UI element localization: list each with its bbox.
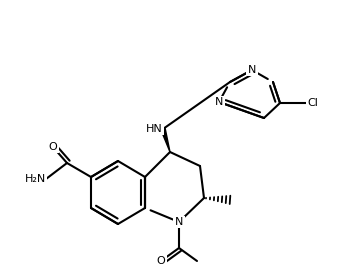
Text: HN: HN bbox=[146, 124, 163, 134]
Text: N: N bbox=[215, 97, 223, 107]
Text: N: N bbox=[175, 217, 183, 227]
Text: H₂N: H₂N bbox=[25, 174, 46, 184]
Text: N: N bbox=[248, 65, 256, 75]
Text: Cl: Cl bbox=[307, 98, 318, 108]
Polygon shape bbox=[161, 128, 170, 152]
Text: O: O bbox=[49, 142, 57, 152]
Text: O: O bbox=[157, 256, 166, 266]
